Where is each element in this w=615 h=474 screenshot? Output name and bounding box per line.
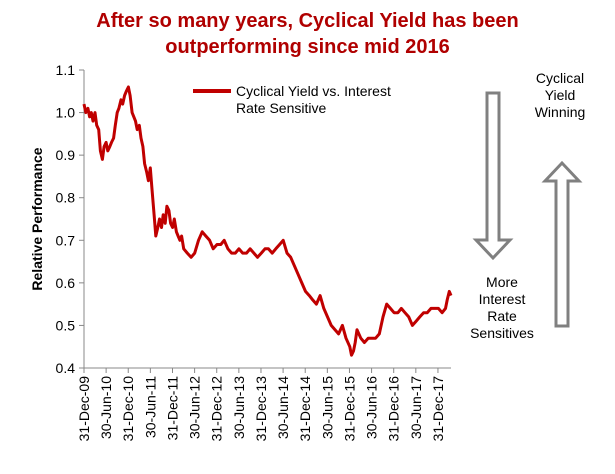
x-tick-label: 30-Jun-15 (319, 376, 335, 439)
chart-title: After so many years, Cyclical Yield has … (0, 8, 615, 60)
x-tick-label: 30-Jun-11 (142, 376, 158, 438)
annotation-winning-line-3: Winning (534, 104, 586, 120)
y-tick-label: 0.4 (56, 360, 76, 376)
x-tick-label: 31-Dec-09 (76, 376, 92, 442)
legend-label-line-1: Cyclical Yield vs. Interest (236, 83, 391, 99)
y-tick-label: 1.1 (56, 62, 76, 78)
y-tick-label: 0.9 (56, 147, 76, 163)
x-tick-label: 30-Jun-10 (98, 376, 114, 439)
x-tick-label: 31-Dec-15 (341, 376, 357, 442)
x-tick-label: 30-Jun-13 (231, 376, 247, 439)
legend-label: Cyclical Yield vs. Interest Rate Sensiti… (236, 83, 391, 117)
x-tick-label: 31-Dec-13 (253, 376, 269, 442)
annotation-winning-line-2: Yield (544, 87, 576, 103)
legend-label-line-2: Rate Sensitive (236, 100, 327, 116)
x-tick-label: 31-Dec-16 (386, 376, 402, 442)
x-tick-label: 31-Dec-12 (209, 376, 225, 442)
chart-title-line-2: outperforming since mid 2016 (165, 36, 450, 58)
annotation-winning-line-1: Cyclical (535, 70, 585, 86)
series-line-cyclical-yield (82, 85, 453, 357)
arrow-down-icon (472, 91, 514, 261)
y-tick-label: 0.6 (56, 275, 76, 291)
y-axis-label: Relative Performance (29, 147, 45, 290)
annotation-sensitives-line-4: Sensitives (470, 325, 534, 341)
x-tick-label: 30-Jun-12 (187, 376, 203, 439)
annotation-cyclical-winning: Cyclical Yield Winning (520, 70, 600, 121)
arrow-up-icon (541, 160, 583, 328)
annotation-sensitives-line-1: More (486, 274, 518, 290)
x-tick-label: 31-Dec-17 (430, 376, 446, 442)
y-tick-label: 1.0 (56, 105, 76, 121)
x-tick-label: 31-Dec-10 (120, 376, 136, 442)
annotation-sensitives-line-2: Interest (478, 291, 526, 307)
x-tick-label: 30-Jun-14 (275, 376, 291, 439)
annotation-rate-sensitives: More Interest Rate Sensitives (462, 274, 542, 342)
y-tick-label: 0.7 (56, 232, 76, 248)
x-tick-label: 30-Jun-16 (364, 376, 380, 439)
y-tick-label: 0.8 (56, 190, 76, 206)
y-tick-label: 0.5 (56, 317, 76, 333)
chart-title-line-1: After so many years, Cyclical Yield has … (96, 10, 519, 32)
x-tick-label: 31-Dec-11 (164, 376, 180, 441)
x-tick-label: 30-Jun-17 (408, 376, 424, 439)
annotation-sensitives-line-3: Rate (487, 308, 517, 324)
x-tick-label: 31-Dec-14 (297, 376, 313, 442)
